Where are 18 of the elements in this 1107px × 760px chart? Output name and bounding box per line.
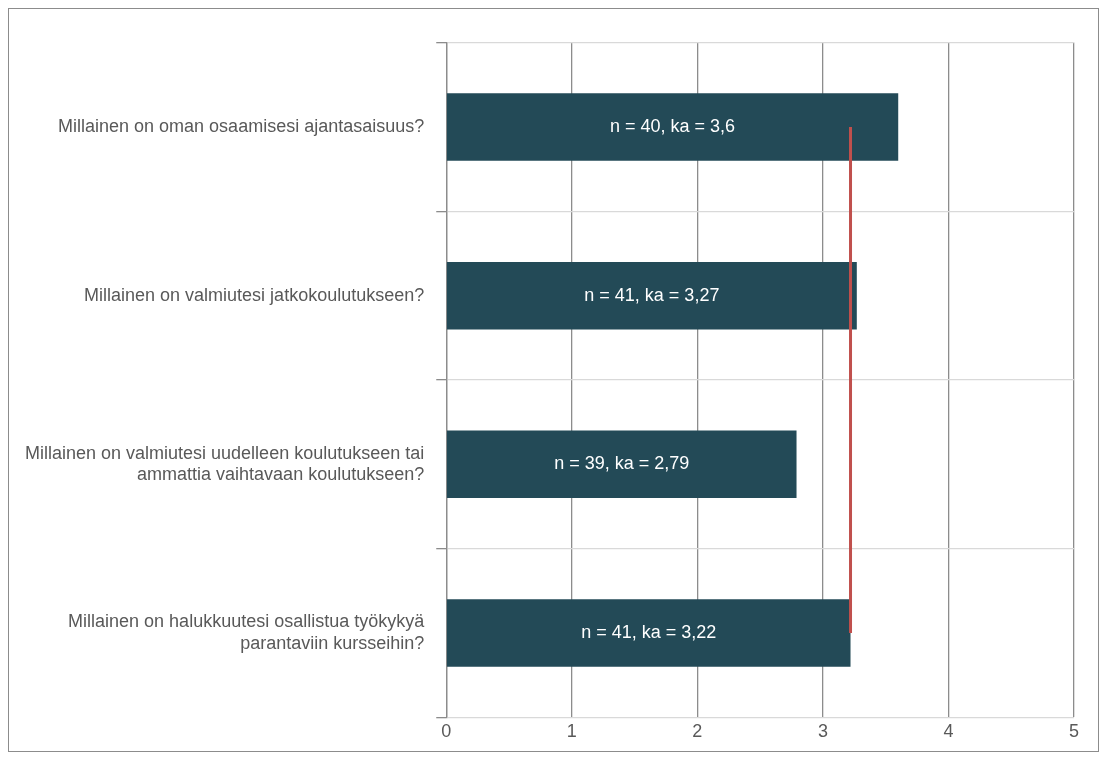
y-tick-label: Millainen on oman osaamisesi ajantasaisuus? (58, 115, 425, 136)
bar (446, 261, 857, 330)
x-tick-label: 0 (441, 721, 452, 742)
bar (446, 93, 899, 161)
y-tick-label: Millainen on valmiutesi uudelleen koulutukseen tai ammattia vaihtavaan koulutukseen? (24, 442, 425, 485)
x-tick-label: 4 (943, 721, 954, 742)
x-tick-label: 3 (817, 721, 828, 742)
bar (446, 599, 851, 667)
y-tick-label: Millainen on valmiutesi jatkokoulutukseen? (84, 284, 425, 305)
data-label: n = 39, ka = 2,79 (554, 453, 690, 474)
x-tick-label: 5 (1068, 721, 1080, 742)
data-label: n = 41, ka = 3,22 (581, 622, 717, 643)
bar (446, 430, 797, 499)
x-tick-label: 1 (566, 721, 577, 742)
data-label: n = 40, ka = 3,6 (610, 115, 736, 136)
x-tick-label: 2 (692, 721, 703, 742)
data-label: n = 41, ka = 3,27 (584, 284, 720, 305)
y-tick-label: Millainen on halukkuutesi osallistua työkykyä parantaviin kursseihin? (68, 611, 426, 653)
